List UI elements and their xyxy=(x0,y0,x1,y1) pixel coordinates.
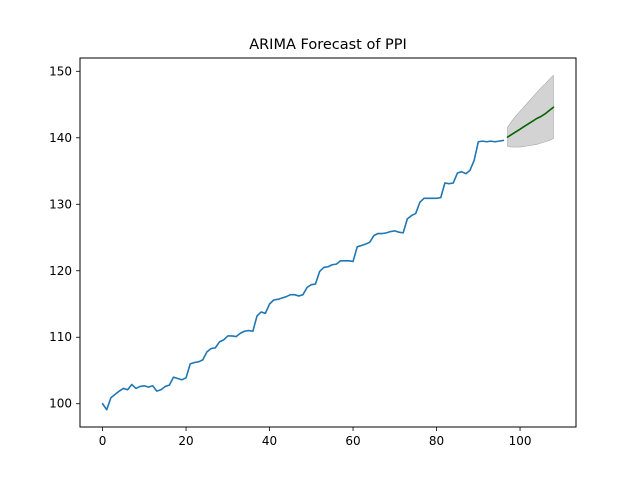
y-tick-label: 120 xyxy=(49,264,72,278)
y-tick-label: 150 xyxy=(49,64,72,78)
plot-area-frame xyxy=(79,57,577,428)
confidence-interval-band xyxy=(507,74,554,148)
y-tick-label: 130 xyxy=(49,197,72,211)
y-axis: 100 110 120 130 140 150 xyxy=(49,64,80,411)
x-tick-label: 60 xyxy=(345,434,360,448)
x-tick-label: 80 xyxy=(429,434,444,448)
chart-title: ARIMA Forecast of PPI xyxy=(249,37,407,53)
observed-series-line xyxy=(101,139,505,411)
series-line-layer xyxy=(101,106,555,411)
x-tick-label: 100 xyxy=(509,434,532,448)
x-tick-label: 20 xyxy=(178,434,193,448)
forecast-series-line xyxy=(506,106,555,138)
confidence-band-layer xyxy=(507,74,554,148)
x-tick-label: 0 xyxy=(99,434,107,448)
y-tick-label: 100 xyxy=(49,397,72,411)
x-axis: 0 20 40 60 80 100 xyxy=(99,427,532,448)
y-tick-label: 110 xyxy=(49,330,72,344)
y-tick-label: 140 xyxy=(49,131,72,145)
x-tick-label: 40 xyxy=(262,434,277,448)
